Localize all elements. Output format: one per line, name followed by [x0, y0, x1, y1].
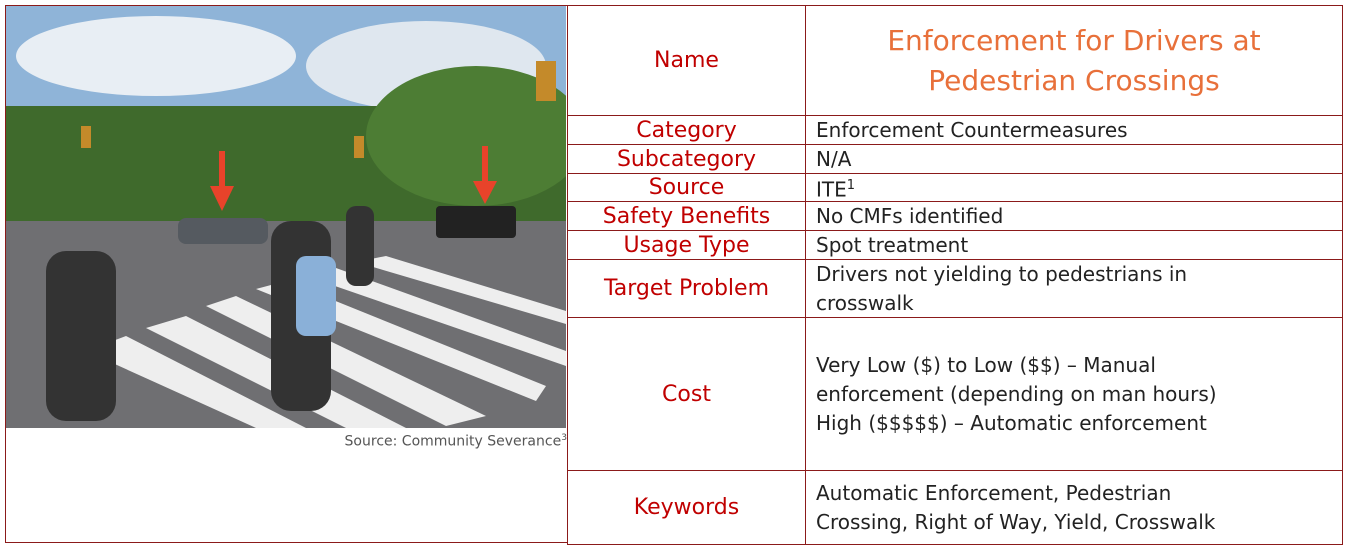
value-text: Drivers not yielding to pedestrians in [816, 261, 1188, 286]
value-text: Spot treatment [816, 232, 969, 257]
value-text: Enforcement Countermeasures [816, 117, 1128, 142]
value-text: Very Low ($) to Low ($$) – Manual [816, 352, 1156, 377]
row-label: Target Problem [567, 259, 806, 318]
label-text: Usage Type [623, 232, 750, 258]
row-value: Automatic Enforcement, Pedestrian Crossin… [805, 470, 1343, 545]
value-line: crosswalk [816, 289, 1342, 318]
row-label: Source [567, 173, 806, 202]
label-text: Name [654, 48, 719, 73]
value-line: High ($$$$$) – Automatic enforcement [816, 409, 1342, 438]
row-value: Spot treatment [805, 230, 1343, 260]
caption-sup: 3 [561, 433, 567, 443]
row-value: Very Low ($) to Low ($$) – Manual enforce… [805, 317, 1343, 471]
value-text: ITE [816, 177, 847, 202]
value-line: Pedestrian Crossings [928, 61, 1219, 101]
value-line: N/A [816, 145, 1342, 174]
value-text: No CMFs identified [816, 203, 1004, 228]
photo [6, 6, 566, 428]
row-label: Category [567, 115, 806, 145]
row-value: ITE1 [805, 173, 1343, 202]
row-value: N/A [805, 144, 1343, 174]
value-line: enforcement (depending on man hours) [816, 380, 1342, 409]
value-line: Enforcement Countermeasures [816, 116, 1342, 145]
row-value: Enforcement Countermeasures [805, 115, 1343, 145]
caption: Source: Community Severance3 [345, 433, 567, 450]
value-line: ITE1 [816, 171, 1342, 205]
label-text: Subcategory [616, 146, 757, 172]
row-value: Drivers not yielding to pedestrians in cr… [805, 259, 1343, 318]
label-text: Keywords [633, 495, 740, 520]
label-text: Safety Benefits [602, 203, 771, 229]
value-line: Spot treatment [816, 231, 1342, 260]
label-text: Cost [662, 381, 711, 407]
row-label: Usage Type [567, 230, 806, 260]
value-line: Crossing, Right of Way, Yield, Crosswalk [816, 508, 1342, 537]
value-text: enforcement (depending on man hours) [816, 381, 1217, 406]
figure-box [5, 5, 567, 543]
row-value: Enforcement for Drivers at Pedestrian Cro… [805, 5, 1343, 116]
value-line: Enforcement for Drivers at [887, 21, 1260, 61]
value-line: Drivers not yielding to pedestrians in [816, 260, 1342, 289]
value-text: High ($$$$$) – Automatic enforcement [816, 410, 1207, 435]
row-label: Keywords [567, 470, 806, 545]
row-label: Cost [567, 317, 806, 471]
value-sup: 1 [846, 177, 856, 193]
value-line: Very Low ($) to Low ($$) – Manual [816, 351, 1342, 380]
row-label: Safety Benefits [567, 201, 806, 231]
row-label: Name [567, 5, 806, 116]
table: Name Enforcement for Drivers at Pedestrian… [567, 5, 1343, 545]
value-text: crosswalk [816, 290, 914, 315]
row-label: Subcategory [567, 144, 806, 174]
value-line: No CMFs identified [816, 202, 1342, 231]
value-line: Automatic Enforcement, Pedestrian [816, 479, 1342, 508]
row-value: No CMFs identified [805, 201, 1343, 231]
label-text: Category [636, 117, 737, 143]
value-text: Enforcement for Drivers at [887, 23, 1261, 57]
label-text: Source [648, 175, 725, 200]
value-text: Crossing, Right of Way, Yield, Crosswalk [816, 509, 1216, 534]
caption-text: Source: Community Severance [344, 433, 562, 450]
value-text: Pedestrian Crossings [928, 63, 1220, 97]
value-text: Automatic Enforcement, Pedestrian [816, 480, 1172, 505]
value-text: N/A [816, 146, 852, 171]
label-text: Target Problem [604, 276, 769, 301]
